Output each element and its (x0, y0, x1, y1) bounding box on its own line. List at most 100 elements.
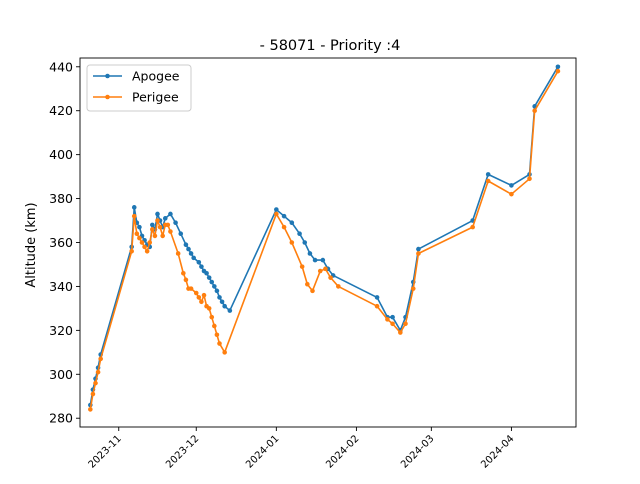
data-point (527, 176, 532, 182)
data-point (199, 299, 204, 305)
data-point (305, 281, 310, 287)
data-point (470, 224, 475, 230)
data-point (222, 303, 227, 309)
data-point (201, 292, 207, 298)
legend: Apogee Perigee (86, 64, 192, 112)
chart-title: - 58071 - Priority :4 (260, 38, 401, 54)
data-point (217, 295, 222, 300)
data-point (312, 257, 318, 263)
data-point (178, 231, 184, 237)
data-point (193, 290, 199, 296)
data-point (147, 240, 153, 245)
data-point (188, 286, 194, 291)
legend-label-1: Apogee (132, 69, 180, 84)
data-point (173, 220, 178, 226)
data-point (155, 218, 160, 223)
data-point (532, 108, 537, 114)
y-tick-label: 340 (49, 279, 73, 294)
data-point (137, 224, 142, 230)
data-point (307, 251, 313, 256)
data-point (289, 240, 295, 245)
data-point (206, 306, 212, 311)
data-point (165, 222, 171, 228)
data-point (289, 220, 295, 226)
legend-marker-2 (105, 94, 110, 100)
data-point (217, 341, 222, 346)
y-tick-label: 300 (49, 367, 73, 382)
data-point (196, 259, 202, 265)
data-point (214, 288, 220, 294)
data-point (281, 213, 287, 219)
data-point (410, 286, 416, 291)
y-tick-label: 280 (49, 411, 73, 426)
data-point (181, 270, 186, 276)
data-point (509, 183, 514, 188)
data-point (131, 213, 137, 219)
data-point (416, 246, 421, 252)
data-point (209, 279, 215, 285)
y-axis-label: Altitude (km) (24, 202, 39, 287)
data-point (137, 235, 142, 241)
y-tick-label: 400 (49, 147, 73, 162)
legend-label-2: Perigee (132, 90, 179, 105)
data-point (227, 308, 233, 313)
data-point (155, 211, 160, 217)
data-point (317, 268, 323, 274)
data-point (374, 295, 380, 300)
data-point (142, 244, 147, 250)
y-tick-label: 320 (49, 323, 73, 338)
data-point (150, 227, 155, 232)
data-point (134, 231, 140, 237)
data-point (157, 224, 163, 230)
data-point (150, 222, 155, 228)
data-point (509, 191, 514, 197)
data-point (222, 350, 227, 355)
data-point (403, 321, 408, 327)
data-point (274, 211, 279, 217)
data-point (310, 288, 315, 294)
data-point (374, 303, 380, 309)
data-point (93, 380, 98, 386)
data-point (196, 295, 202, 300)
data-point (183, 242, 189, 247)
data-point (416, 251, 421, 256)
data-point (90, 391, 96, 397)
y-tick-label: 380 (49, 191, 73, 206)
data-point (390, 314, 395, 320)
data-point (323, 266, 328, 272)
data-point (214, 332, 220, 338)
data-point (328, 275, 333, 280)
data-point (191, 255, 196, 261)
data-point (212, 323, 217, 329)
data-point (175, 251, 181, 256)
data-point (302, 240, 308, 245)
data-point (555, 64, 561, 70)
data-point (168, 211, 173, 217)
data-point (206, 275, 212, 280)
data-point (183, 277, 189, 283)
legend-marker-1 (105, 73, 110, 79)
data-point (485, 178, 491, 184)
data-point (168, 229, 173, 234)
data-point (160, 233, 165, 239)
data-point (139, 240, 145, 245)
y-tick-label: 420 (49, 103, 73, 118)
data-point (95, 369, 101, 375)
data-point (390, 321, 395, 327)
y-tick-label: 440 (49, 59, 73, 74)
data-point (555, 68, 561, 74)
data-point (336, 284, 341, 289)
data-point (199, 264, 204, 269)
data-point (209, 314, 215, 320)
data-point (88, 407, 93, 412)
data-point (144, 248, 150, 254)
data-point (186, 246, 191, 252)
data-point (188, 251, 194, 256)
data-point (385, 317, 390, 322)
data-point (297, 231, 302, 237)
data-point (320, 257, 326, 263)
data-point (485, 172, 491, 177)
data-point (98, 356, 103, 362)
